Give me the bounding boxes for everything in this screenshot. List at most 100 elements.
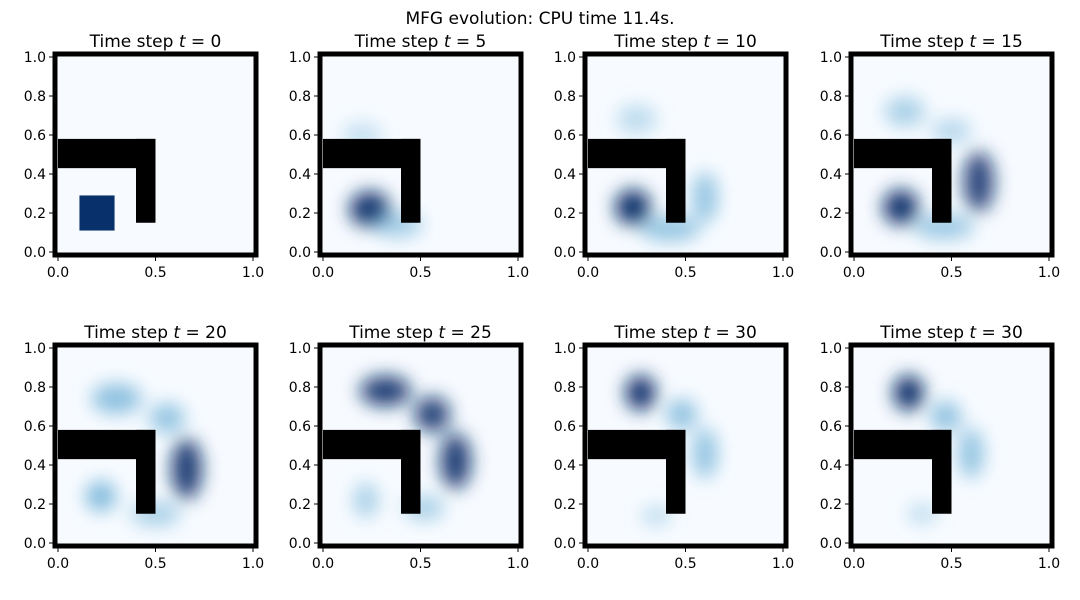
subplot-title: Time step t = 30 [879, 323, 1023, 343]
density-blob [625, 375, 656, 411]
y-tick-label: 0.6 [289, 128, 311, 144]
density-blob [963, 151, 995, 213]
density-blob [883, 189, 919, 225]
title-prefix: Time step [879, 323, 969, 343]
x-tick-label: 0.5 [144, 265, 166, 281]
title-var: t [444, 32, 452, 52]
density-blob [615, 189, 651, 225]
x-tick-label: 1.0 [772, 556, 794, 572]
y-tick-label: 0.6 [289, 419, 311, 435]
x-tick-label: 0.5 [940, 556, 962, 572]
x-tick-label: 0.5 [409, 265, 431, 281]
density-blob [440, 433, 471, 489]
density-blob [666, 399, 697, 430]
title-var: t [173, 323, 181, 343]
obstacle-wall [401, 138, 421, 223]
x-tick-label: 1.0 [507, 265, 529, 281]
title-eq: = [710, 323, 735, 343]
y-tick-label: 0.8 [554, 380, 576, 396]
subplot-6: Time step t = 30 0.0 0.2 0.4 0.6 0.8 1.0 0.0 0.5… [554, 323, 794, 572]
x-tick-label: 0.0 [843, 265, 865, 281]
density-blob [931, 118, 972, 144]
y-tick-label: 0.6 [24, 128, 46, 144]
y-tick-label: 0.8 [289, 89, 311, 105]
y-tick-label: 0.4 [820, 458, 842, 474]
subplot-5: Time step t = 25 0.0 0.2 0.4 0.6 0.8 1.0 0.0 0.5… [289, 323, 529, 572]
x-tick-label: 0.0 [47, 265, 69, 281]
x-tick-label: 1.0 [1038, 556, 1060, 572]
title-step: 0 [211, 32, 222, 52]
x-tick-label: 0.0 [843, 556, 865, 572]
density-patch [79, 195, 115, 231]
subplot-title: Time step t = 20 [83, 323, 227, 343]
y-tick-label: 0.6 [820, 128, 842, 144]
x-tick-label: 0.0 [47, 556, 69, 572]
y-tick-label: 0.0 [554, 536, 576, 552]
density-blob [91, 383, 142, 414]
x-tick-label: 0.0 [577, 556, 599, 572]
y-tick-label: 1.0 [820, 341, 842, 357]
title-eq: = [710, 32, 735, 52]
y-tick-label: 0.4 [554, 167, 576, 183]
title-step: 25 [470, 323, 492, 343]
title-var: t [969, 323, 977, 343]
y-tick-label: 0.6 [554, 419, 576, 435]
density-blob [616, 104, 658, 135]
obstacle-wall [932, 429, 952, 514]
x-tick-label: 1.0 [507, 556, 529, 572]
y-tick-label: 1.0 [820, 50, 842, 66]
density-blob [692, 427, 718, 479]
y-tick-label: 0.0 [820, 245, 842, 261]
density-blob [913, 213, 975, 240]
title-eq: = [450, 32, 475, 52]
density-blob [641, 505, 672, 526]
x-tick-label: 1.0 [242, 556, 264, 572]
y-tick-label: 0.0 [24, 536, 46, 552]
y-tick-label: 0.0 [554, 245, 576, 261]
title-var: t [703, 32, 711, 52]
y-tick-label: 0.8 [24, 380, 46, 396]
title-var: t [438, 323, 446, 343]
density-blob [171, 438, 202, 500]
title-prefix: Time step [89, 32, 179, 52]
x-tick-label: 0.5 [409, 556, 431, 572]
title-prefix: Time step [613, 323, 703, 343]
y-tick-label: 0.8 [820, 380, 842, 396]
density-blob [884, 96, 925, 127]
title-prefix: Time step [83, 323, 173, 343]
y-tick-label: 0.2 [554, 497, 576, 513]
title-eq: = [976, 32, 1001, 52]
y-tick-label: 0.8 [554, 89, 576, 105]
density-blob [893, 375, 924, 411]
x-tick-label: 0.0 [577, 265, 599, 281]
density-blob [907, 503, 938, 524]
title-eq: = [976, 323, 1001, 343]
title-eq: = [445, 323, 470, 343]
title-var: t [179, 32, 187, 52]
y-tick-label: 0.0 [289, 245, 311, 261]
y-tick-label: 0.2 [820, 206, 842, 222]
x-tick-label: 0.5 [940, 265, 962, 281]
subplot-4: Time step t = 20 0.0 0.2 0.4 0.6 0.8 1.0 0.0 0.5… [24, 323, 264, 572]
y-tick-label: 0.6 [24, 419, 46, 435]
y-tick-label: 1.0 [554, 50, 576, 66]
y-tick-label: 0.4 [24, 458, 46, 474]
subplot-0: Time step t = 0 0.0 0.2 0.4 0.6 0.8 1.0 0.0 0.5 1… [24, 32, 264, 281]
title-prefix: Time step [354, 32, 444, 52]
title-var: t [703, 323, 711, 343]
y-tick-label: 0.0 [24, 245, 46, 261]
density-blob [930, 401, 961, 432]
title-prefix: Time step [348, 323, 438, 343]
title-step: 10 [735, 32, 757, 52]
title-eq: = [180, 323, 205, 343]
y-tick-label: 0.0 [820, 536, 842, 552]
title-step: 30 [1001, 323, 1023, 343]
density-blob [149, 402, 185, 434]
y-tick-label: 1.0 [554, 341, 576, 357]
y-tick-label: 1.0 [24, 50, 46, 66]
y-tick-label: 0.4 [820, 167, 842, 183]
y-tick-label: 0.4 [24, 167, 46, 183]
subplot-2: Time step t = 10 0.0 0.2 0.4 0.6 0.8 1.0 0.0 0.5… [554, 32, 794, 281]
subplot-7: Time step t = 30 0.0 0.2 0.4 0.6 0.8 1.0 0.0 0.5… [820, 323, 1060, 572]
